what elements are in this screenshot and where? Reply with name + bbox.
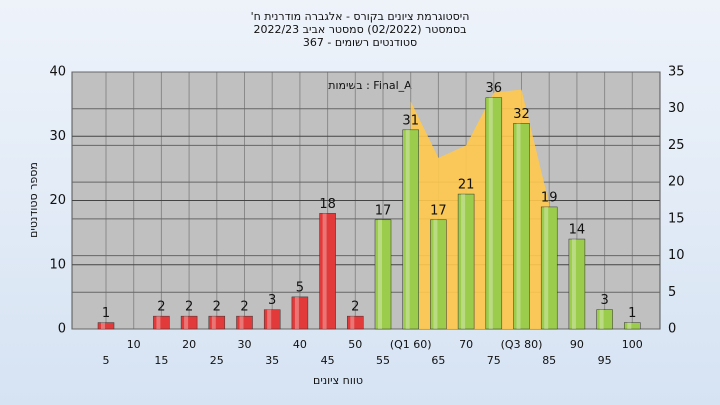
value-label: 21 [458,178,475,193]
x-tick-label: 100 [622,338,643,351]
bar-highlight [350,316,355,329]
y-tick-label: 30 [49,129,66,144]
x-tick-label: 45 [321,354,335,367]
bar-highlight [294,296,299,329]
x-tick-label: 65 [431,354,445,367]
bar [97,322,115,330]
bar-highlight [211,316,216,329]
value-label: 14 [569,223,586,238]
y-tick-label: 40 [49,65,66,80]
bar [485,97,503,330]
bar-highlight [184,316,189,329]
bar [374,219,392,330]
bar-highlight [627,322,632,329]
bar [291,296,309,330]
value-label: 2 [185,300,193,315]
bar [153,315,170,330]
value-label: 31 [402,113,419,128]
bar-highlight [101,322,105,329]
value-label: 2 [213,300,221,315]
x-tick-label: (Q3 80) [501,338,543,351]
annotation: בשימות : Final_A [328,79,412,92]
bar [540,206,558,330]
x-tick-label: 5 [103,354,110,367]
x-tick-label: 85 [542,354,556,367]
bar-highlight [267,309,272,329]
x-tick-label: 30 [238,338,252,351]
bar [347,315,364,330]
y-axis-label: מספר סטודנטים [27,162,40,238]
subtitle: בסמסטר (02/2022) סמסטר אביב 2022/23 [253,23,466,36]
bar-highlight [571,239,576,329]
value-label: 19 [541,190,558,205]
bar-highlight [544,206,549,329]
y-tick-label: 10 [49,257,66,272]
value-label: 32 [513,107,530,122]
bar [624,322,641,330]
bar [236,315,253,330]
y2-tick-label: 30 [668,101,685,116]
value-label: 17 [375,203,392,218]
value-label: 2 [240,300,248,315]
bar-highlight [405,129,410,329]
y-tick-label: 0 [58,322,66,337]
x-tick-label: 25 [210,354,224,367]
bar [319,213,336,330]
y2-tick-label: 5 [668,285,676,300]
x-tick-label: 55 [376,354,390,367]
value-label: 2 [157,300,165,315]
value-label: 2 [351,300,359,315]
x-tick-label: 35 [265,354,279,367]
bar [457,193,475,330]
bar-highlight [378,219,382,329]
y2-tick-label: 25 [668,138,685,153]
y2-tick-label: 15 [668,211,685,226]
value-label: 3 [600,293,608,308]
value-label: 18 [319,197,336,212]
bar [430,219,447,330]
x-tick-label: 70 [459,338,473,351]
bar-highlight [239,316,244,329]
value-label: 3 [268,293,276,308]
x-tick-label: 75 [487,354,501,367]
x-tick-label: 95 [598,354,612,367]
bar [513,123,530,330]
bar [596,309,613,330]
value-label: 1 [102,306,110,321]
x-tick-label: 50 [348,338,362,351]
value-label: 36 [486,81,503,96]
x-tick-label: 90 [570,338,584,351]
bar-highlight [461,194,466,329]
value-label: 17 [430,203,447,218]
bar [568,238,586,330]
bar-highlight [433,219,438,329]
x-tick-label: 40 [293,338,307,351]
x-tick-label: 20 [182,338,196,351]
value-label: 5 [296,280,304,295]
x-tick-label: (Q1 60) [390,338,432,351]
bar [208,315,226,330]
x-axis-label: טווח ציונים [313,374,363,387]
y2-tick-label: 0 [668,322,676,337]
y2-tick-label: 20 [668,175,685,190]
bar-highlight [599,309,604,329]
x-tick-label: 15 [154,354,168,367]
x-tick-label: 10 [127,338,141,351]
y-tick-label: 20 [49,193,66,208]
value-label: 1 [628,306,636,321]
bar-highlight [156,316,161,329]
bar-highlight [488,97,493,329]
bar-highlight [516,123,521,330]
bar [263,309,281,330]
y2-tick-label: 10 [668,248,685,263]
bar [180,315,198,330]
bar [402,129,419,330]
y2-tick-label: 35 [668,65,685,80]
title: היסטוגרמת ציונים בקורס - אלגברה מודרנית … [251,10,470,23]
bar-highlight [322,213,327,329]
subtitle: סטודנטים רשומים - 367 [303,36,417,49]
